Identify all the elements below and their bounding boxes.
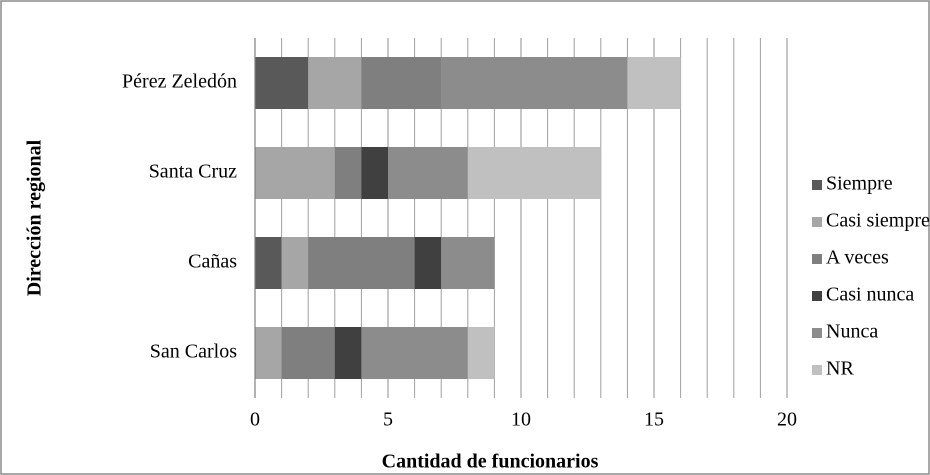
bar-segment (334, 327, 362, 379)
bar-segment (441, 237, 495, 289)
bar-segment (361, 147, 388, 199)
bar-segment (467, 147, 601, 199)
bar-segment (255, 147, 335, 199)
bar-segment (281, 327, 335, 379)
bar-segment (308, 57, 362, 109)
bar-segment (255, 327, 282, 379)
legend-swatch (812, 180, 822, 190)
bar-segment (281, 237, 309, 289)
y-tick-label: Santa Cruz (149, 161, 237, 183)
legend-swatch (812, 254, 822, 264)
bar-segment (308, 237, 415, 289)
legend-label: Casi siempre (826, 210, 930, 232)
legend-label: NR (826, 358, 854, 380)
bar-segment (334, 147, 362, 199)
y-tick-label: San Carlos (150, 341, 237, 363)
bar-segment (467, 327, 495, 379)
bar-segment (388, 147, 468, 199)
y-tick-label: Cañas (188, 251, 237, 273)
legend-label: Nunca (826, 321, 878, 343)
bar-segment (441, 57, 628, 109)
x-tick-label: 0 (250, 409, 260, 431)
x-tick-label: 10 (511, 409, 531, 431)
x-axis-label: Cantidad de funcionarios (382, 451, 599, 473)
legend-label: A veces (826, 247, 889, 269)
x-tick-label: 20 (777, 409, 797, 431)
bar-segment (414, 237, 442, 289)
bar-segment (255, 57, 309, 109)
y-tick-label: Pérez Zeledón (122, 71, 237, 93)
legend-swatch (812, 365, 822, 375)
bar-segment (255, 237, 282, 289)
legend-label: Casi nunca (826, 284, 914, 306)
legend-swatch (812, 328, 822, 338)
legend-swatch (812, 291, 822, 301)
bar-segment (627, 57, 681, 109)
legend-swatch (812, 217, 822, 227)
bar-segment (361, 57, 442, 109)
y-axis-label: Dirección regional (24, 139, 46, 296)
bar-segment (361, 327, 468, 379)
legend-label: Siempre (826, 173, 893, 195)
x-tick-label: 5 (383, 409, 393, 431)
x-tick-label: 15 (644, 409, 664, 431)
